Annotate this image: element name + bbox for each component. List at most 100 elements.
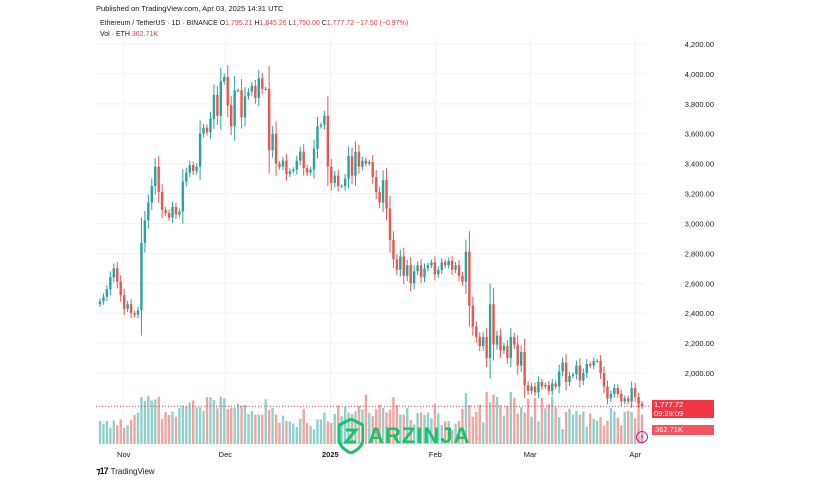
volume-bar (409, 419, 412, 444)
volume-bar (589, 413, 592, 444)
price-tick-label: 2,000.00 (685, 369, 714, 378)
candle-body (499, 335, 502, 351)
volume-bar (568, 408, 571, 444)
lightning-icon[interactable]: ⚡ (636, 431, 648, 443)
time-tick-label: Nov (117, 450, 131, 459)
volume-bar (295, 427, 298, 444)
price-axis[interactable]: 4,200.00 4,000.00 3,800.00 3,600.00 3,400.00… (685, 40, 714, 378)
candle-body (409, 265, 412, 284)
candle-body (247, 91, 250, 97)
volume-bar (488, 402, 492, 444)
volume-bar (554, 407, 557, 444)
candle-body (236, 90, 240, 92)
volume-bar (516, 413, 519, 444)
volume-bar (381, 407, 385, 444)
candles (98, 65, 644, 409)
volume-bar (595, 420, 599, 444)
candle-body (112, 268, 116, 278)
volume-bar (523, 412, 526, 444)
volume-bar (412, 424, 416, 444)
candle-body (154, 166, 157, 187)
candle-body (399, 256, 402, 270)
volume-bar (481, 422, 485, 444)
candle-body (212, 94, 216, 119)
volume-bar (274, 414, 278, 444)
volume-bar (240, 406, 243, 444)
candle-body (226, 76, 229, 106)
candle-body (378, 192, 381, 203)
candle-body (267, 88, 271, 151)
candle-body (240, 90, 243, 118)
volume-bar (112, 420, 116, 444)
volume-bar (475, 411, 478, 444)
volume-bar (140, 397, 143, 444)
candle-body (122, 295, 126, 309)
candle-body (371, 162, 374, 178)
volume-bar (502, 415, 506, 444)
time-axis[interactable]: Nov Dec 2025 Feb Mar Apr (117, 450, 642, 459)
candle-body (264, 88, 267, 90)
volume-bar (495, 396, 499, 444)
candle-body (606, 386, 609, 399)
symbol-name[interactable]: Ethereum / TetherUS · 1D · BINANCE (100, 20, 218, 27)
volume-label[interactable]: Vol · ETH (100, 31, 130, 38)
volume-bar (564, 411, 568, 444)
candle-body (292, 169, 295, 172)
volume-bar (613, 411, 616, 444)
candle-body (450, 260, 454, 270)
candle-body (478, 337, 481, 347)
candle-body (150, 186, 153, 203)
volume-bar (105, 420, 109, 444)
candle-body (319, 124, 323, 127)
candle-body (195, 166, 198, 172)
volume-bar (540, 397, 544, 444)
volume-bar (464, 393, 468, 444)
volume-bar (509, 392, 513, 444)
candle-body (585, 364, 588, 373)
volume-bar (444, 421, 447, 444)
volume-bar (116, 425, 119, 444)
candle-body (361, 160, 364, 167)
candle-body (464, 251, 468, 282)
volume-bar (378, 404, 381, 444)
watermark: ARZINJA (338, 418, 470, 454)
volume-bar (416, 413, 419, 444)
volume-bar (395, 405, 399, 444)
candle-body (589, 364, 592, 366)
volume-bar (109, 427, 112, 444)
candle-body (354, 151, 357, 176)
volume-bar (423, 415, 426, 444)
candle-body (309, 169, 312, 173)
time-tick-label: Dec (219, 450, 233, 459)
volume-bar (343, 406, 347, 444)
volume-bar (154, 399, 157, 444)
volume-bar (181, 405, 185, 444)
candle-body (516, 344, 519, 366)
price-tick-label: 3,800.00 (685, 100, 714, 109)
volume-bar (143, 400, 147, 444)
candle-body (116, 268, 119, 282)
candle-body (488, 304, 492, 359)
volume-bar (326, 421, 330, 444)
candle-body (254, 85, 257, 98)
candle-body (613, 387, 616, 394)
volume-bar (347, 412, 350, 444)
volume-bar (247, 414, 250, 444)
candle-body (633, 387, 637, 397)
volume-bar (478, 404, 481, 444)
volume-tag: 362.71K (652, 425, 714, 435)
volume-bar (167, 415, 171, 444)
candle-body (419, 265, 423, 278)
volume-bar (399, 414, 402, 444)
volume-bar (261, 414, 264, 444)
volume-bar (330, 422, 333, 444)
tradingview-logo[interactable]: ⁊17 TradingView (96, 466, 155, 477)
volume-bar (623, 411, 626, 444)
candle-body (243, 96, 247, 118)
candle-body (209, 118, 212, 133)
candle-body (278, 163, 281, 167)
volume-bar (157, 396, 160, 444)
volume-bar (226, 408, 229, 444)
volume-bar (264, 399, 267, 444)
